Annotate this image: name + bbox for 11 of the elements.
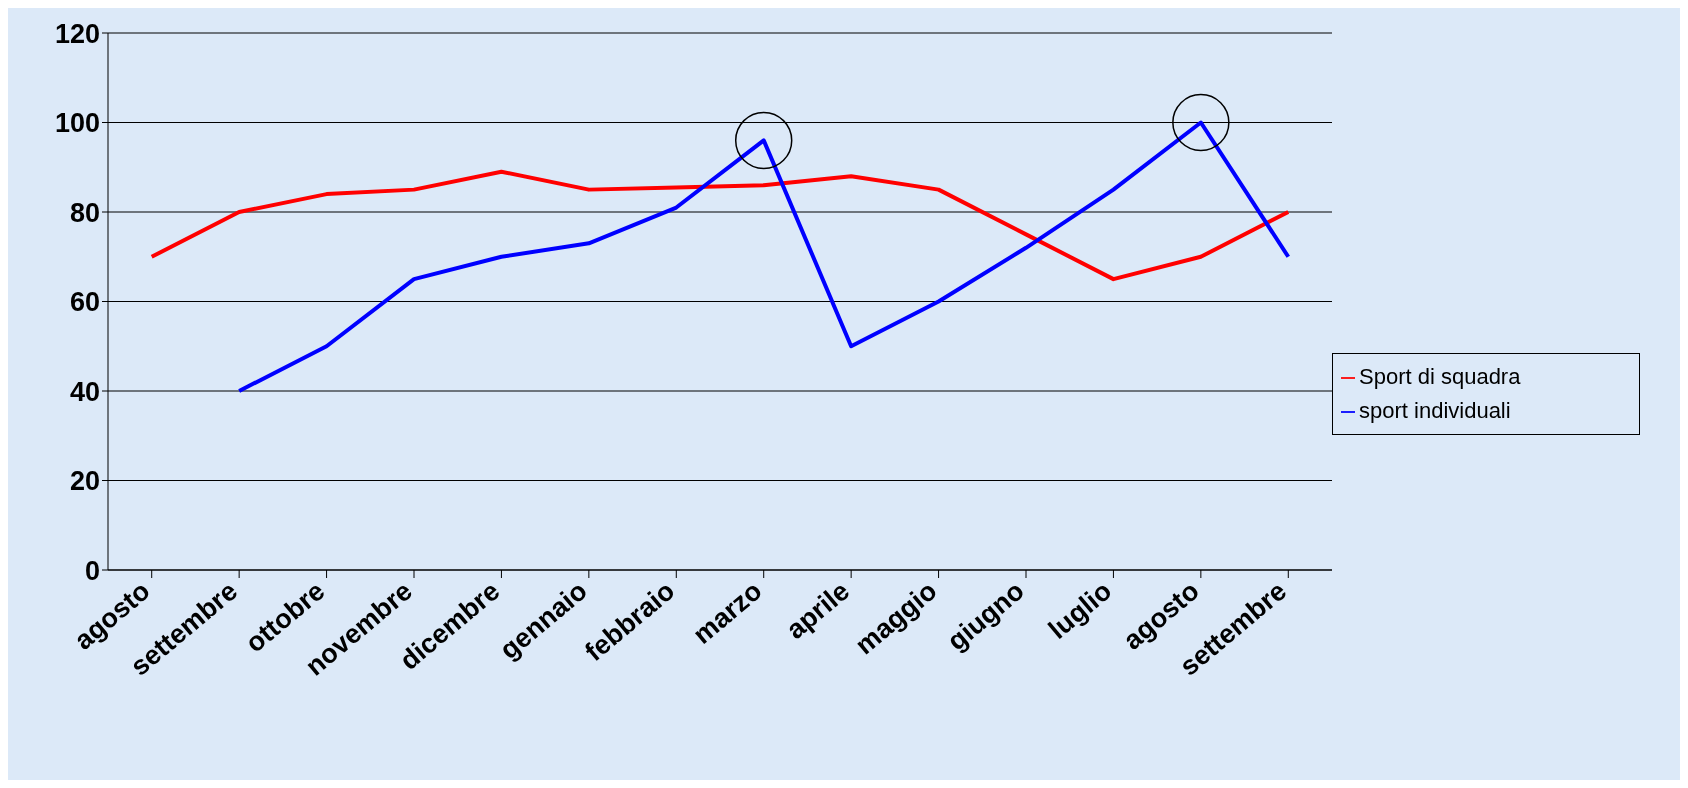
y-tick-label: 80: [69, 197, 100, 228]
y-tick-label: 0: [84, 555, 100, 586]
legend-label: sport individuali: [1359, 398, 1511, 423]
y-tick-label: 60: [69, 287, 100, 318]
y-tick-label: 100: [54, 108, 100, 139]
legend-label: Sport di squadra: [1359, 364, 1521, 389]
line-series: [237, 120, 1291, 393]
y-tick-label: 40: [69, 376, 100, 407]
y-tick-label: 20: [69, 466, 100, 497]
line-series: [149, 169, 1291, 282]
y-tick-label: 120: [54, 18, 100, 49]
